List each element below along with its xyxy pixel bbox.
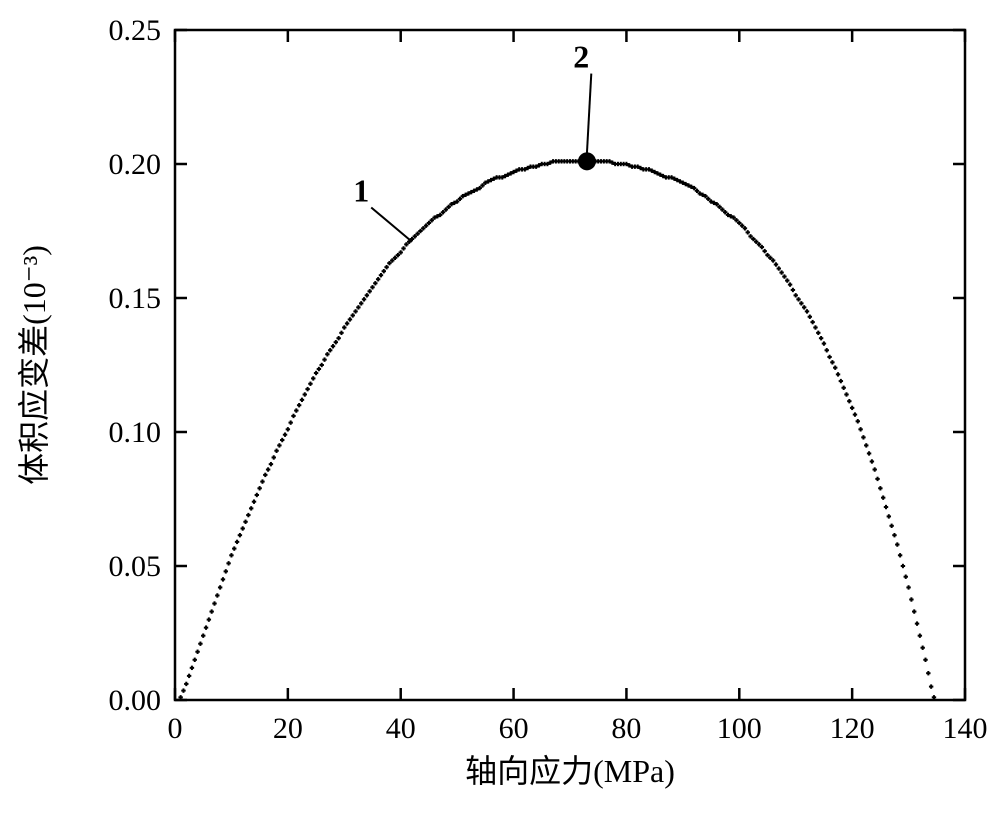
y-tick-label: 0.20 xyxy=(109,148,162,181)
annotation-label: 2 xyxy=(573,39,589,75)
x-tick-label: 100 xyxy=(717,712,762,745)
data-series xyxy=(178,159,936,699)
annotation-leader xyxy=(587,74,591,154)
y-tick-label: 0.05 xyxy=(109,550,162,583)
y-tick-label: 0.15 xyxy=(109,282,162,315)
x-tick-label: 80 xyxy=(611,712,641,745)
x-axis-label: 轴向应力(MPa) xyxy=(465,753,675,789)
y-tick-label: 0.00 xyxy=(109,684,162,717)
y-tick-label: 0.25 xyxy=(109,14,162,47)
plot-border xyxy=(175,30,965,700)
chart-svg: 0 20 40 60 80 100 120 140 0.00 0.05 0.10 0.15 0.20 0.… xyxy=(0,0,1000,825)
annotation-label: 1 xyxy=(353,173,369,209)
annotation-leader xyxy=(371,208,412,242)
x-tick-label: 60 xyxy=(499,712,529,745)
x-tick-label: 20 xyxy=(273,712,303,745)
x-tick-label: 120 xyxy=(830,712,875,745)
x-tick-label: 40 xyxy=(386,712,416,745)
x-tick-label: 140 xyxy=(943,712,988,745)
y-axis-label: 体积应变差(10⁻³) xyxy=(16,245,52,485)
y-tick-label: 0.10 xyxy=(109,416,162,449)
x-tick-label: 0 xyxy=(168,712,183,745)
annotation-marker xyxy=(578,152,596,170)
chart-container: 0 20 40 60 80 100 120 140 0.00 0.05 0.10 0.15 0.20 0.… xyxy=(0,0,1000,825)
